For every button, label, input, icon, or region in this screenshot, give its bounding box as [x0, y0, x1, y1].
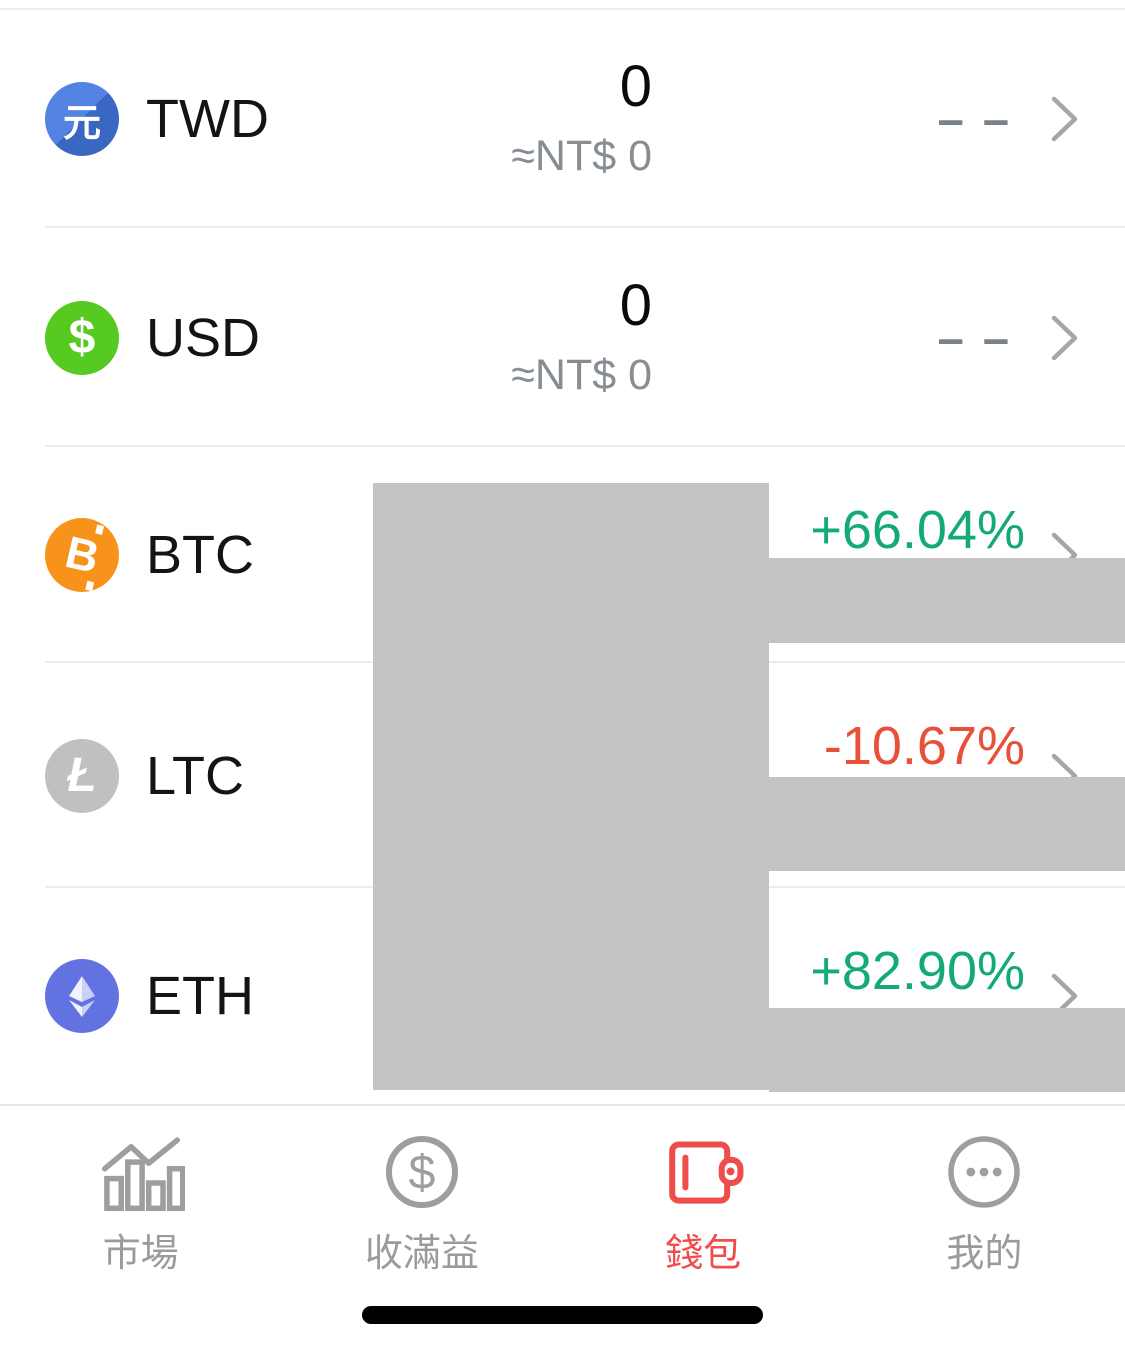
- asset-change-percent: +66.04%: [810, 500, 1025, 560]
- tab-label: 收滿益: [364, 1233, 479, 1275]
- ltc-coin-icon: Ł: [45, 738, 119, 813]
- asset-row-eth[interactable]: ETH +82.90%: [0, 888, 1125, 1104]
- asset-balance: 0: [619, 272, 652, 338]
- wallet-icon: [669, 1141, 744, 1204]
- twd-coin-icon: 元: [45, 82, 119, 156]
- asset-approx-value: ≈NT$ 0: [511, 350, 652, 399]
- tab-wallet[interactable]: 錢包: [563, 1106, 844, 1345]
- chevron-right-icon: [1051, 315, 1078, 360]
- privacy-redaction-eth-value: [769, 1008, 1125, 1092]
- usd-glyph: $: [68, 311, 96, 364]
- asset-balance: 0: [619, 54, 652, 119]
- usd-coin-icon: $: [45, 300, 119, 375]
- asset-row-usd[interactable]: $ USD 0 ≈NT$ 0 – –: [0, 228, 1125, 447]
- svg-text:$: $: [408, 1146, 435, 1200]
- asset-amounts: 0 ≈NT$ 0: [511, 54, 652, 184]
- tab-earnings[interactable]: $ 收滿益: [281, 1106, 562, 1345]
- btc-coin-icon: B: [45, 518, 119, 592]
- tab-profile[interactable]: 我的: [844, 1106, 1125, 1345]
- market-chart-icon: [101, 1137, 185, 1212]
- profile-ellipsis-icon: [948, 1136, 1021, 1208]
- tab-market[interactable]: 市場: [0, 1106, 281, 1345]
- twd-glyph: 元: [62, 102, 101, 145]
- home-indicator[interactable]: [362, 1306, 763, 1324]
- ltc-glyph: Ł: [67, 749, 97, 802]
- privacy-redaction-ltc-value: [769, 777, 1125, 871]
- privacy-redaction-balances: [373, 483, 769, 1090]
- asset-change-percent: +82.90%: [810, 941, 1025, 1001]
- chevron-right-icon: [1051, 96, 1078, 142]
- asset-approx-value: ≈NT$ 0: [511, 132, 652, 180]
- asset-amounts: 0 ≈NT$ 0: [511, 273, 652, 403]
- asset-row-ltc[interactable]: Ł LTC -10.67%: [0, 663, 1125, 888]
- tab-label: 我的: [946, 1233, 1023, 1275]
- asset-change-placeholder: – –: [937, 311, 1012, 364]
- asset-change-percent: -10.67%: [823, 716, 1025, 776]
- asset-symbol: USD: [146, 307, 261, 368]
- earnings-dollar-icon: $: [385, 1135, 458, 1209]
- asset-symbol: ETH: [146, 966, 254, 1026]
- tab-label: 市場: [102, 1233, 179, 1275]
- asset-symbol: LTC: [146, 745, 245, 806]
- asset-change-placeholder: – –: [937, 92, 1012, 146]
- btc-glyph: B: [60, 524, 104, 592]
- bottom-tab-bar: 市場 $ 收滿益 錢包 我的: [0, 1104, 1125, 1345]
- ethereum-diamond-icon: [69, 976, 95, 1017]
- top-divider: [0, 8, 1125, 10]
- privacy-redaction-btc-value: [769, 558, 1125, 643]
- asset-symbol: BTC: [146, 525, 254, 585]
- asset-row-twd[interactable]: 元 TWD 0 ≈NT$ 0 – –: [0, 10, 1125, 228]
- asset-list: 元 TWD 0 ≈NT$ 0 – – $ USD 0 ≈NT$ 0 – –: [0, 10, 1125, 1104]
- asset-symbol: TWD: [146, 89, 269, 149]
- eth-coin-icon: [45, 959, 119, 1033]
- tab-label: 錢包: [665, 1233, 742, 1275]
